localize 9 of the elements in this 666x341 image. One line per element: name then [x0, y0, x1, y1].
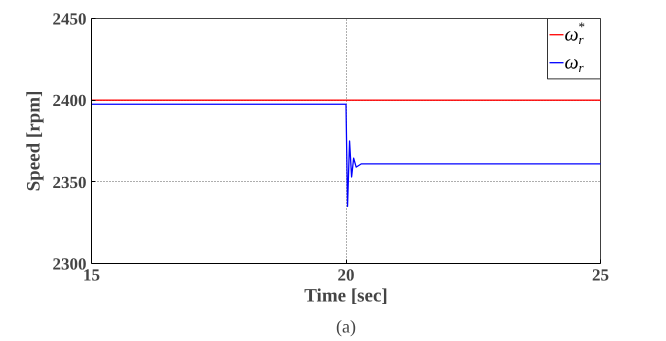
x-tick-label: 20 [338, 266, 354, 284]
y-tick-label: 2350 [52, 172, 86, 192]
x-tick-label: 25 [592, 266, 609, 284]
text: (a) [336, 316, 356, 336]
y-tick-label: 2450 [52, 10, 86, 28]
x-axis-title: Time [sec] [304, 286, 388, 306]
y-tick-label: 2400 [52, 91, 86, 110]
y-axis-title: Speed [rpm] [24, 90, 44, 192]
line-series [92, 104, 600, 207]
